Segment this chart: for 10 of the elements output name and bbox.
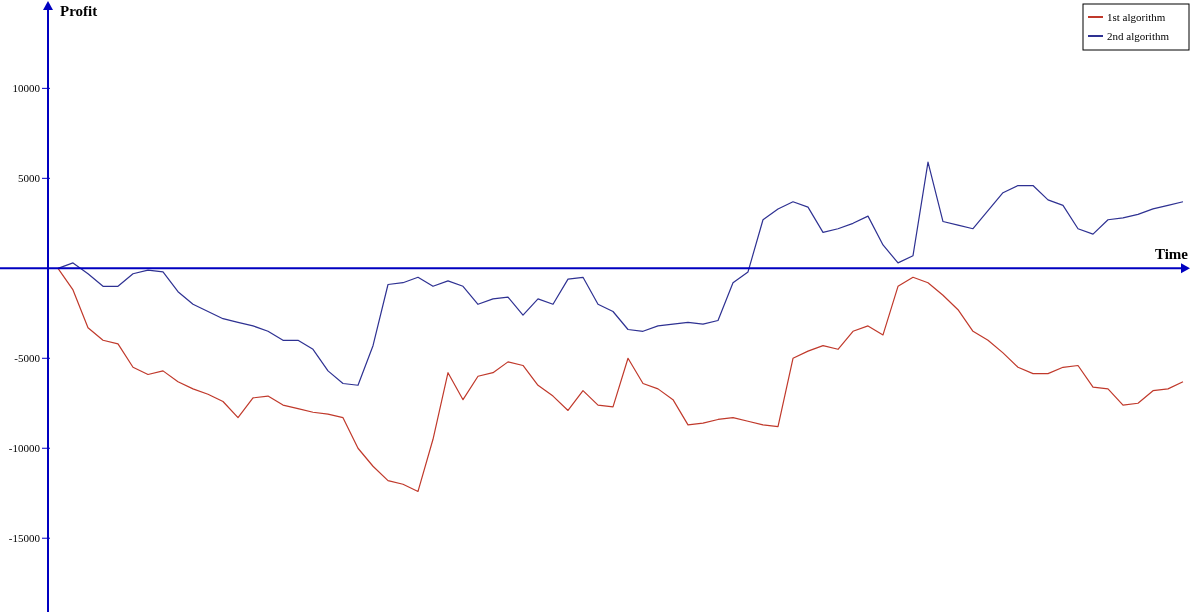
legend-label: 2nd algorithm [1107,30,1170,42]
y-tick-label: 5000 [18,172,41,185]
y-tick-label: -5000 [14,352,41,365]
y-axis-title: Profit [60,3,98,19]
y-tick-label: -10000 [8,442,41,455]
y-tick-label: 10000 [12,82,41,95]
line-series [57,267,1184,493]
y-tick-label: -15000 [8,532,41,545]
legend-label: 1st algorithm [1107,11,1166,23]
x-axis-title: Time [1154,246,1189,263]
